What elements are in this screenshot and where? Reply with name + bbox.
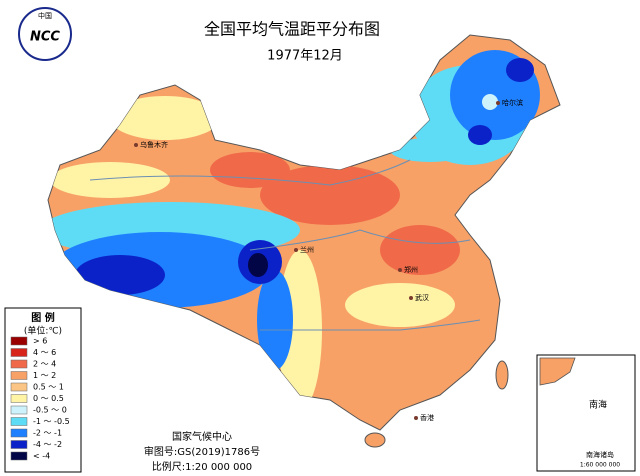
legend-swatch bbox=[10, 451, 28, 461]
legend-label: < -4 bbox=[33, 452, 50, 461]
footer-approval: 审图号:GS(2019)1786号 bbox=[144, 445, 260, 458]
city-dot bbox=[398, 268, 402, 272]
logo-main: NCC bbox=[30, 30, 60, 45]
region bbox=[390, 138, 470, 162]
legend: > 6 4 ～ 6 2 ～ 4 1 ～ 2 0.5 ～ 1 0 ～ 0.5 -0.5 ～ 0… bbox=[10, 336, 70, 461]
logo: 中国 NCC bbox=[18, 7, 72, 61]
legend-label: 0 ～ 0.5 bbox=[33, 394, 64, 403]
city-label: 郑州 bbox=[404, 266, 418, 274]
inset-sea: 南海 bbox=[589, 399, 607, 411]
city-dot bbox=[134, 143, 138, 147]
legend-unit: (单位:℃) bbox=[24, 325, 62, 337]
region bbox=[482, 94, 498, 110]
region bbox=[210, 152, 290, 188]
legend-swatch bbox=[10, 405, 28, 415]
map bbox=[47, 34, 561, 448]
river bbox=[249, 229, 471, 251]
legend-label: -4 ～ -2 bbox=[33, 440, 62, 449]
legend-swatch bbox=[10, 348, 28, 357]
legend-label: -2 ～ -1 bbox=[33, 429, 62, 438]
legend-label: 4 ～ 6 bbox=[33, 348, 56, 357]
region bbox=[110, 96, 220, 140]
inset-title: 南海诸岛 bbox=[586, 450, 614, 459]
legend-swatch bbox=[10, 440, 28, 449]
legend-label: 1 ～ 2 bbox=[33, 371, 56, 380]
city-label: 香港 bbox=[420, 413, 434, 422]
inset-land bbox=[539, 357, 576, 386]
legend-swatch bbox=[10, 417, 28, 426]
legend-swatch bbox=[10, 428, 28, 438]
legend-swatch bbox=[10, 371, 28, 380]
city-dot bbox=[496, 101, 500, 105]
hainan bbox=[364, 432, 386, 448]
legend-swatch bbox=[10, 394, 28, 403]
legend-swatch bbox=[10, 382, 28, 392]
city-label: 兰州 bbox=[300, 245, 314, 254]
footer-scale: 比例尺:1:20 000 000 bbox=[152, 460, 252, 473]
taiwan bbox=[495, 360, 509, 390]
legend-label: -1 ～ -0.5 bbox=[33, 417, 70, 426]
region bbox=[75, 255, 165, 295]
river bbox=[260, 319, 481, 331]
region bbox=[380, 225, 460, 275]
legend-swatch bbox=[10, 336, 28, 346]
region bbox=[248, 253, 268, 277]
city-dot bbox=[294, 248, 298, 252]
legend-swatch bbox=[10, 359, 28, 369]
city-label: 乌鲁木齐 bbox=[140, 140, 168, 149]
legend-label: -0.5 ～ 0 bbox=[33, 406, 67, 415]
region bbox=[345, 283, 455, 327]
logo-top: 中国 bbox=[38, 11, 52, 20]
inset-scale: 1:60 000 000 bbox=[580, 462, 620, 469]
title: 全国平均气温距平分布图 bbox=[204, 20, 380, 39]
legend-label: > 6 bbox=[33, 337, 47, 346]
region bbox=[260, 165, 400, 225]
city-label: 哈尔滨 bbox=[502, 98, 523, 107]
city-dot bbox=[414, 416, 418, 420]
region bbox=[506, 58, 534, 82]
legend-label: 2 ～ 4 bbox=[33, 360, 56, 369]
subtitle: 1977年12月 bbox=[267, 49, 343, 64]
region bbox=[257, 270, 293, 370]
footer-org: 国家气候中心 bbox=[172, 430, 232, 443]
city-label: 武汉 bbox=[415, 293, 429, 302]
region bbox=[50, 162, 170, 198]
legend-label: 0.5 ～ 1 bbox=[33, 383, 64, 392]
region bbox=[468, 125, 492, 145]
legend-title: 图 例 bbox=[31, 311, 54, 324]
river bbox=[89, 159, 411, 186]
city-dot bbox=[409, 296, 413, 300]
